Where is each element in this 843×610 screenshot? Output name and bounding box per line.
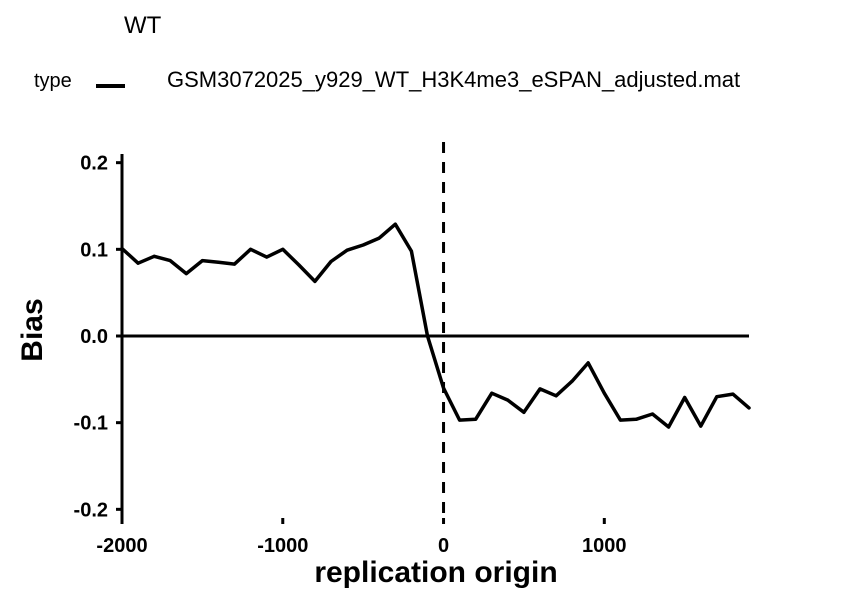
data-point	[683, 396, 687, 400]
data-point	[313, 279, 317, 283]
legend-title: type	[34, 70, 72, 92]
data-point	[715, 395, 719, 399]
data-point	[377, 236, 381, 240]
axis-labels: replication origin Bias	[16, 298, 558, 589]
data-point	[506, 398, 510, 402]
legend-series-label: GSM3072025_y929_WT_H3K4me3_eSPAN_adjuste…	[167, 67, 741, 92]
data-point	[297, 263, 301, 267]
data-point	[136, 261, 140, 265]
data-point	[265, 255, 269, 259]
data-point	[442, 386, 446, 390]
axes: -0.2 -0.1 0.0 0.1 0.2 -2000 -1000 0 1000	[74, 153, 627, 557]
y-tick-label: 0.2	[80, 153, 108, 175]
y-tick-label: -0.1	[74, 413, 108, 435]
data-point	[249, 247, 253, 251]
x-axis-title: replication origin	[314, 556, 557, 589]
data-point	[152, 254, 156, 258]
data-point	[747, 406, 751, 410]
series-layer	[120, 222, 751, 429]
data-point	[474, 417, 478, 421]
data-point	[345, 248, 349, 252]
data-point	[393, 222, 397, 226]
data-point	[200, 259, 204, 263]
y-tick-label: 0.1	[80, 239, 108, 261]
x-tick-label: -1000	[257, 535, 308, 557]
data-point	[602, 391, 606, 395]
x-tick-label: 1000	[582, 535, 627, 557]
data-point	[651, 412, 655, 416]
data-point	[618, 418, 622, 422]
chart-title: WT	[124, 12, 162, 39]
data-point	[120, 246, 124, 250]
data-point	[184, 272, 188, 276]
series-line	[120, 222, 751, 429]
data-point	[731, 392, 735, 396]
data-point	[490, 391, 494, 395]
data-point	[168, 259, 172, 263]
data-point	[570, 379, 574, 383]
x-tick-label: 0	[438, 535, 449, 557]
data-point	[586, 361, 590, 365]
data-point	[458, 418, 462, 422]
y-tick-label: 0.0	[80, 326, 108, 348]
data-point	[409, 249, 413, 253]
data-point	[216, 260, 220, 264]
y-axis-title: Bias	[16, 298, 49, 361]
x-tick-label: -2000	[96, 535, 147, 557]
data-point	[425, 334, 429, 338]
data-point	[554, 394, 558, 398]
data-point	[538, 387, 542, 391]
legend-line-swatch	[96, 84, 125, 88]
data-point	[281, 247, 285, 251]
data-point	[361, 243, 365, 247]
reference-lines	[122, 142, 749, 518]
data-point	[522, 410, 526, 414]
data-point	[699, 424, 703, 428]
y-tick-label: -0.2	[74, 499, 108, 521]
data-point	[233, 262, 237, 266]
data-point	[634, 417, 638, 421]
data-point	[667, 425, 671, 429]
data-point	[329, 259, 333, 263]
